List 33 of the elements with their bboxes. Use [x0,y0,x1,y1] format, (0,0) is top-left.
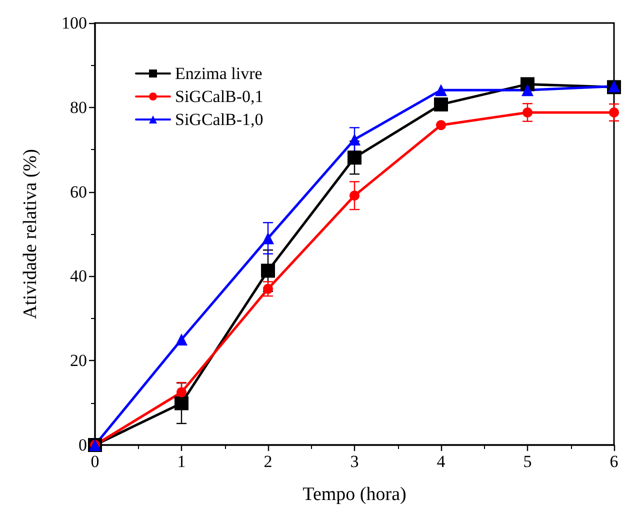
legend-label: SiGCalB-0,1 [175,87,264,106]
x-tick-label: 5 [523,452,532,471]
x-tick-label: 6 [610,452,618,471]
point [436,120,446,130]
y-tick-label: 20 [70,351,87,370]
y-tick-label: 80 [70,98,87,117]
y-tick-label: 100 [62,14,87,32]
x-axis-title: Tempo (hora) [302,484,406,505]
point [350,190,360,201]
point [348,133,360,146]
x-tick-label: 4 [436,452,446,471]
y-tick-label: 40 [70,266,87,286]
point [522,84,534,96]
point [261,264,275,278]
point [434,97,448,112]
y-tick-label: 0 [78,436,87,454]
x-tick-label: 3 [350,452,359,471]
point [262,232,274,244]
x-tick-label: 1 [177,452,186,471]
point [435,84,447,96]
legend-label: Enzima livre [175,64,262,83]
y-axis-title: Atividade relativa (%) [20,149,41,319]
x-tick-label: 0 [90,452,100,471]
point [348,150,362,165]
point [176,334,188,346]
point [522,107,532,118]
point [609,107,619,118]
legend-label: SiGCalB-1,0 [175,110,264,129]
point [263,284,273,294]
point [174,396,188,410]
x-tick-label: 2 [264,452,272,471]
point [176,387,186,398]
y-tick-label: 60 [70,182,87,202]
